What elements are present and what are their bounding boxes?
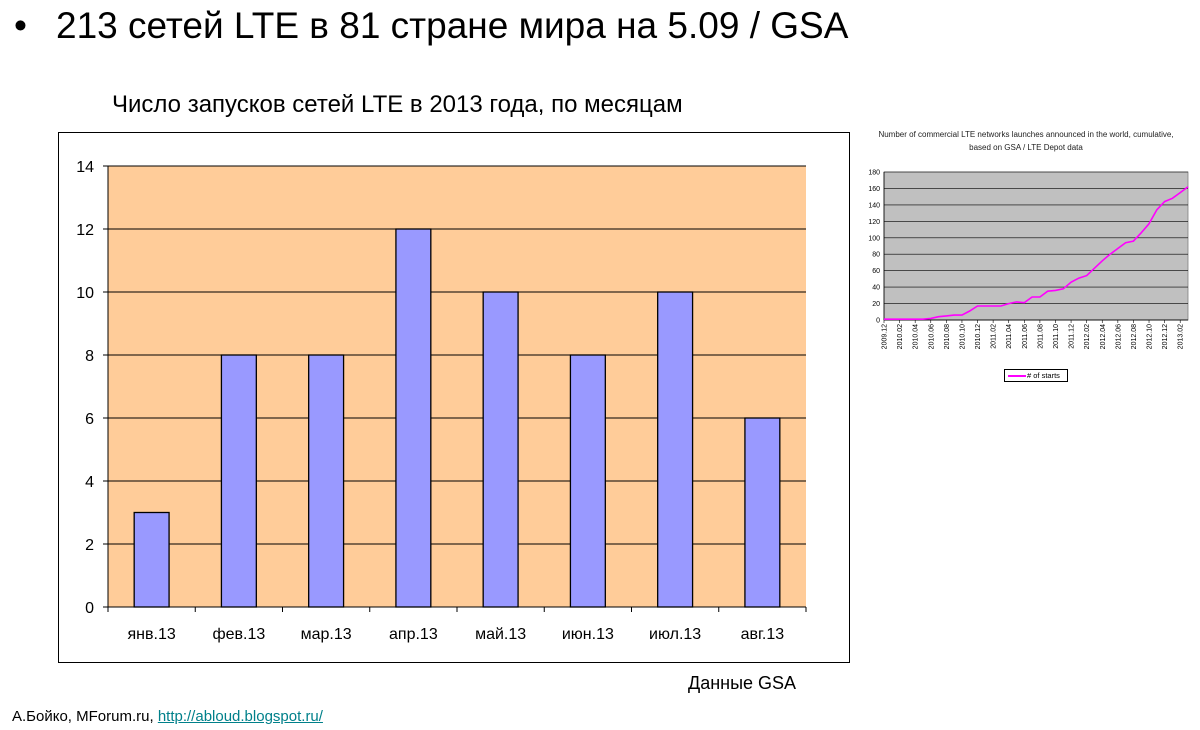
inset-x-tick-label: 2012.12	[1162, 324, 1169, 349]
bar	[482, 291, 519, 608]
y-tick-label: 14	[76, 159, 94, 176]
inset-y-tick-label: 60	[872, 268, 880, 275]
inset-y-tick-label: 120	[868, 219, 880, 226]
inset-y-tick-label: 140	[868, 202, 880, 209]
cumulative-launches-chart: Number of commercial LTE networks launch…	[846, 124, 1200, 394]
inset-y-tick-label: 180	[868, 170, 880, 177]
y-tick-label: 10	[76, 285, 94, 302]
inset-x-tick-label: 2010.02	[897, 324, 904, 349]
bar	[220, 354, 257, 608]
legend-line-swatch	[1008, 375, 1026, 378]
author-text: А.Бойко, MForum.ru,	[12, 708, 158, 725]
inset-y-tick-label: 160	[868, 186, 880, 193]
y-tick-label: 4	[85, 474, 94, 491]
source-note: Данные GSA	[688, 673, 797, 693]
inset-x-tick-label: 2011.08	[1037, 324, 1044, 349]
y-tick-label: 12	[76, 222, 94, 239]
y-tick-label: 2	[85, 537, 94, 554]
x-tick-label: янв.13	[128, 626, 176, 643]
inset-x-tick-label: 2013.02	[1178, 324, 1185, 349]
author-credit: А.Бойко, MForum.ru, http://abloud.blogsp…	[12, 707, 612, 727]
inset-y-tick-label: 80	[872, 252, 880, 259]
inset-y-tick-label: 100	[868, 235, 880, 242]
inset-x-tick-label: 2010.08	[944, 324, 951, 349]
bar	[657, 291, 694, 608]
y-tick-label: 0	[85, 600, 94, 617]
inset-y-tick-label: 40	[872, 285, 880, 292]
inset-x-tick-label: 2011.10	[1053, 324, 1060, 349]
inset-chart-title: Number of commercial LTE networks launch…	[878, 130, 1174, 152]
inset-plot-area	[883, 171, 1189, 321]
inset-x-tick-label: 2012.02	[1084, 324, 1091, 349]
y-tick-label: 6	[85, 411, 94, 428]
plot-area	[108, 166, 806, 607]
main-chart-title: Число запусков сетей LTE в 2013 года, по…	[112, 91, 683, 118]
inset-x-tick-label: 2012.10	[1147, 324, 1154, 349]
inset-y-tick-label: 0	[876, 318, 880, 325]
blog-link[interactable]: http://abloud.blogspot.ru/	[157, 708, 323, 725]
bar	[395, 228, 432, 608]
inset-x-tick-label: 2009.12	[882, 324, 889, 349]
x-tick-label: фев.13	[212, 626, 265, 643]
x-tick-label: авг.13	[741, 626, 785, 643]
bullet-marker: •	[14, 5, 27, 46]
slide-title-text: 213 сетей LTE в 81 стране мира на 5.09 /…	[56, 5, 849, 46]
slide-title: • 213 сетей LTE в 81 стране мира на 5.09 …	[14, 2, 1174, 50]
x-tick-label: июн.13	[562, 626, 614, 643]
x-tick-label: июл.13	[649, 626, 701, 643]
inset-y-tick-label: 20	[872, 301, 880, 308]
inset-x-tick-label: 2010.04	[913, 324, 920, 349]
monthly-launches-chart: 0 2 4 6 8 10 12 14 янв.13 фев.13 мар.13 апр.13 май.1…	[58, 132, 850, 663]
inset-legend: # of starts	[1004, 369, 1068, 382]
y-tick-label: 8	[85, 348, 94, 365]
bar	[308, 354, 345, 608]
cumulative-launches-plot: 0 20 40 60 80 100 120 140 160 180 2009.12 2010.02 20…	[868, 170, 1189, 349]
bar	[569, 354, 606, 608]
x-tick-label: мар.13	[301, 626, 352, 643]
bar	[133, 511, 170, 608]
x-tick-label: май.13	[475, 626, 526, 643]
inset-x-tick-label: 2011.02	[991, 324, 998, 349]
inset-x-tick-label: 2011.12	[1069, 324, 1076, 349]
inset-x-tick-label: 2012.06	[1115, 324, 1122, 349]
monthly-launches-plot: 0 2 4 6 8 10 12 14 янв.13 фев.13 мар.13 апр.13 май.1…	[76, 159, 807, 643]
x-tick-label: апр.13	[389, 626, 438, 643]
inset-x-tick-label: 2010.06	[928, 324, 935, 349]
series-line-starts	[884, 186, 1189, 320]
inset-x-tick-label: 2010.10	[959, 324, 966, 349]
inset-x-tick-label: 2012.08	[1131, 324, 1138, 349]
inset-x-tick-label: 2011.06	[1022, 324, 1029, 349]
legend-series-label: # of starts	[1027, 371, 1060, 380]
bar	[744, 417, 781, 608]
inset-x-tick-label: 2010.12	[975, 324, 982, 349]
inset-x-tick-label: 2011.04	[1006, 324, 1013, 349]
inset-x-tick-label: 2012.04	[1100, 324, 1107, 349]
